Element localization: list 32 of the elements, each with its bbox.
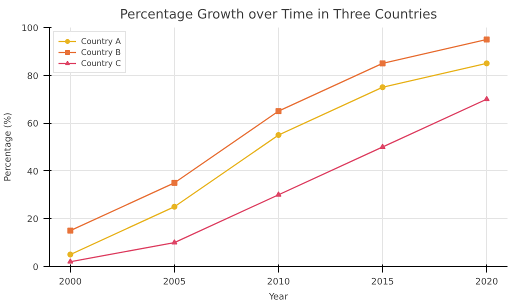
y-tick-label: 0 xyxy=(32,263,39,273)
y-tick-label: 80 xyxy=(27,72,39,82)
y-tick-label: 60 xyxy=(27,120,39,130)
point xyxy=(484,36,490,42)
point xyxy=(67,258,74,264)
legend-label: Country A xyxy=(81,36,121,46)
point xyxy=(380,84,386,90)
point xyxy=(484,96,490,102)
point xyxy=(67,228,74,234)
point xyxy=(67,252,74,258)
legend-label: Country B xyxy=(81,47,121,57)
point xyxy=(171,239,178,245)
x-tick-label: 2020 xyxy=(475,278,498,288)
x-tick-label: 2000 xyxy=(58,278,82,288)
x-axis-title: Year xyxy=(268,292,288,302)
x-tick-label: 2015 xyxy=(371,278,394,288)
point xyxy=(484,60,490,66)
chart-title: Percentage Growth over Time in Three Countries xyxy=(120,8,438,22)
legend-label: Country C xyxy=(81,58,121,68)
point xyxy=(380,60,386,66)
point xyxy=(276,191,282,197)
point xyxy=(380,144,386,149)
y-tick-label: 100 xyxy=(21,24,39,34)
x-tick-label: 2010 xyxy=(267,278,290,288)
point xyxy=(276,132,282,138)
y-axis-title: Percentage (%) xyxy=(3,112,14,182)
y-tick-label: 20 xyxy=(27,215,39,226)
x-tick-label: 2005 xyxy=(162,278,186,288)
point xyxy=(171,180,178,186)
point xyxy=(276,108,282,114)
y-tick-label: 40 xyxy=(27,167,39,178)
point xyxy=(171,204,178,210)
